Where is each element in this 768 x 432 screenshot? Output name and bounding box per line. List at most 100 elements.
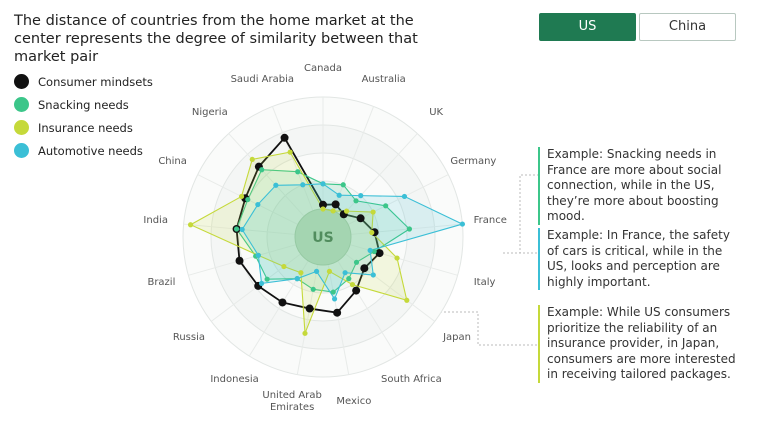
data-point	[383, 203, 389, 209]
data-point	[238, 193, 245, 200]
data-point	[406, 226, 413, 232]
center-label: US	[312, 230, 333, 246]
category-label: India	[143, 215, 168, 227]
legend-item: Snacking needs	[14, 97, 129, 112]
data-point	[360, 264, 369, 273]
category-label: China	[158, 156, 187, 168]
category-label: Russia	[172, 332, 205, 344]
data-point	[278, 298, 287, 307]
data-point	[367, 247, 373, 254]
category-label: Canada	[303, 63, 343, 74]
annotation: Example: In France, the safety of cars i…	[538, 228, 737, 290]
legend-label: Insurance needs	[38, 120, 133, 135]
data-point	[333, 308, 342, 317]
category-label: France	[473, 215, 507, 227]
legend-label: Automotive needs	[38, 143, 143, 158]
category-label: United Arab Emirates	[262, 390, 322, 414]
legend-item: Automotive needs	[14, 143, 143, 158]
data-point	[346, 276, 352, 282]
category-label: Japan	[443, 332, 471, 344]
category-label: Saudi Arabia	[230, 74, 295, 86]
series-area	[235, 169, 411, 293]
market-button[interactable]: US	[539, 13, 636, 41]
category-label: Brazil	[147, 276, 176, 288]
data-point	[295, 169, 301, 175]
data-point	[259, 167, 265, 173]
data-point	[294, 276, 300, 282]
leader-line	[408, 311, 538, 346]
market-button[interactable]: China	[639, 13, 736, 41]
data-point	[281, 263, 287, 270]
data-point	[342, 270, 348, 276]
data-point	[340, 182, 346, 188]
category-label: Nigeria	[191, 106, 228, 118]
series-area	[241, 183, 464, 301]
legend-label: Snacking needs	[38, 97, 129, 112]
data-point	[404, 297, 410, 303]
data-point	[336, 192, 342, 198]
data-point	[233, 226, 240, 232]
legend-label: Consumer mindsets	[38, 74, 153, 89]
data-point	[343, 208, 350, 214]
data-point	[369, 229, 375, 236]
data-point	[356, 214, 365, 223]
data-point	[394, 255, 400, 261]
data-point	[302, 330, 308, 336]
data-point	[331, 200, 340, 209]
title: The distance of countries from the home …	[14, 13, 418, 65]
data-point	[249, 156, 255, 163]
data-point	[320, 181, 326, 187]
category-label: Germany	[450, 156, 497, 168]
category-label: South Africa	[381, 373, 442, 385]
legend-swatch	[14, 120, 29, 135]
data-point	[353, 259, 360, 265]
legend-swatch	[14, 74, 29, 89]
data-point	[401, 193, 408, 200]
legend-swatch	[14, 97, 29, 112]
data-point	[258, 280, 265, 287]
data-point	[370, 209, 376, 215]
data-point	[320, 206, 326, 212]
data-point	[273, 182, 279, 188]
data-point	[330, 289, 336, 295]
data-point	[352, 286, 361, 295]
data-point	[255, 252, 261, 258]
data-point	[319, 200, 327, 209]
category-label: Indonesia	[210, 373, 259, 385]
data-point	[235, 256, 244, 265]
data-point	[349, 282, 356, 288]
data-point	[245, 196, 251, 203]
leader-line	[503, 174, 538, 254]
data-point	[264, 276, 270, 282]
data-point	[310, 286, 316, 292]
data-point	[298, 270, 304, 276]
data-point	[300, 182, 306, 188]
data-point	[280, 133, 289, 142]
data-point	[371, 248, 377, 255]
data-point	[330, 208, 336, 214]
category-label: Australia	[361, 74, 406, 86]
legend-item: Consumer mindsets	[14, 74, 153, 89]
data-point	[353, 198, 359, 204]
data-point	[313, 268, 320, 275]
legend-swatch	[14, 143, 29, 158]
category-label: Mexico	[336, 396, 372, 408]
data-point	[326, 268, 333, 275]
data-point	[187, 222, 194, 228]
category-label: UK	[429, 106, 444, 118]
annotation: Example: Snacking needs in France are mo…	[538, 147, 737, 225]
data-point	[375, 249, 384, 258]
annotation: Example: While US consumers prioritize t…	[538, 305, 737, 383]
data-point	[358, 193, 364, 199]
data-point	[239, 226, 245, 233]
category-label: Italy	[473, 276, 496, 288]
data-point	[305, 304, 314, 313]
legend-item: Insurance needs	[14, 120, 133, 135]
data-point	[287, 149, 293, 155]
data-point	[255, 201, 261, 208]
leaders	[408, 174, 538, 346]
data-point	[331, 296, 338, 302]
data-point	[459, 221, 466, 227]
